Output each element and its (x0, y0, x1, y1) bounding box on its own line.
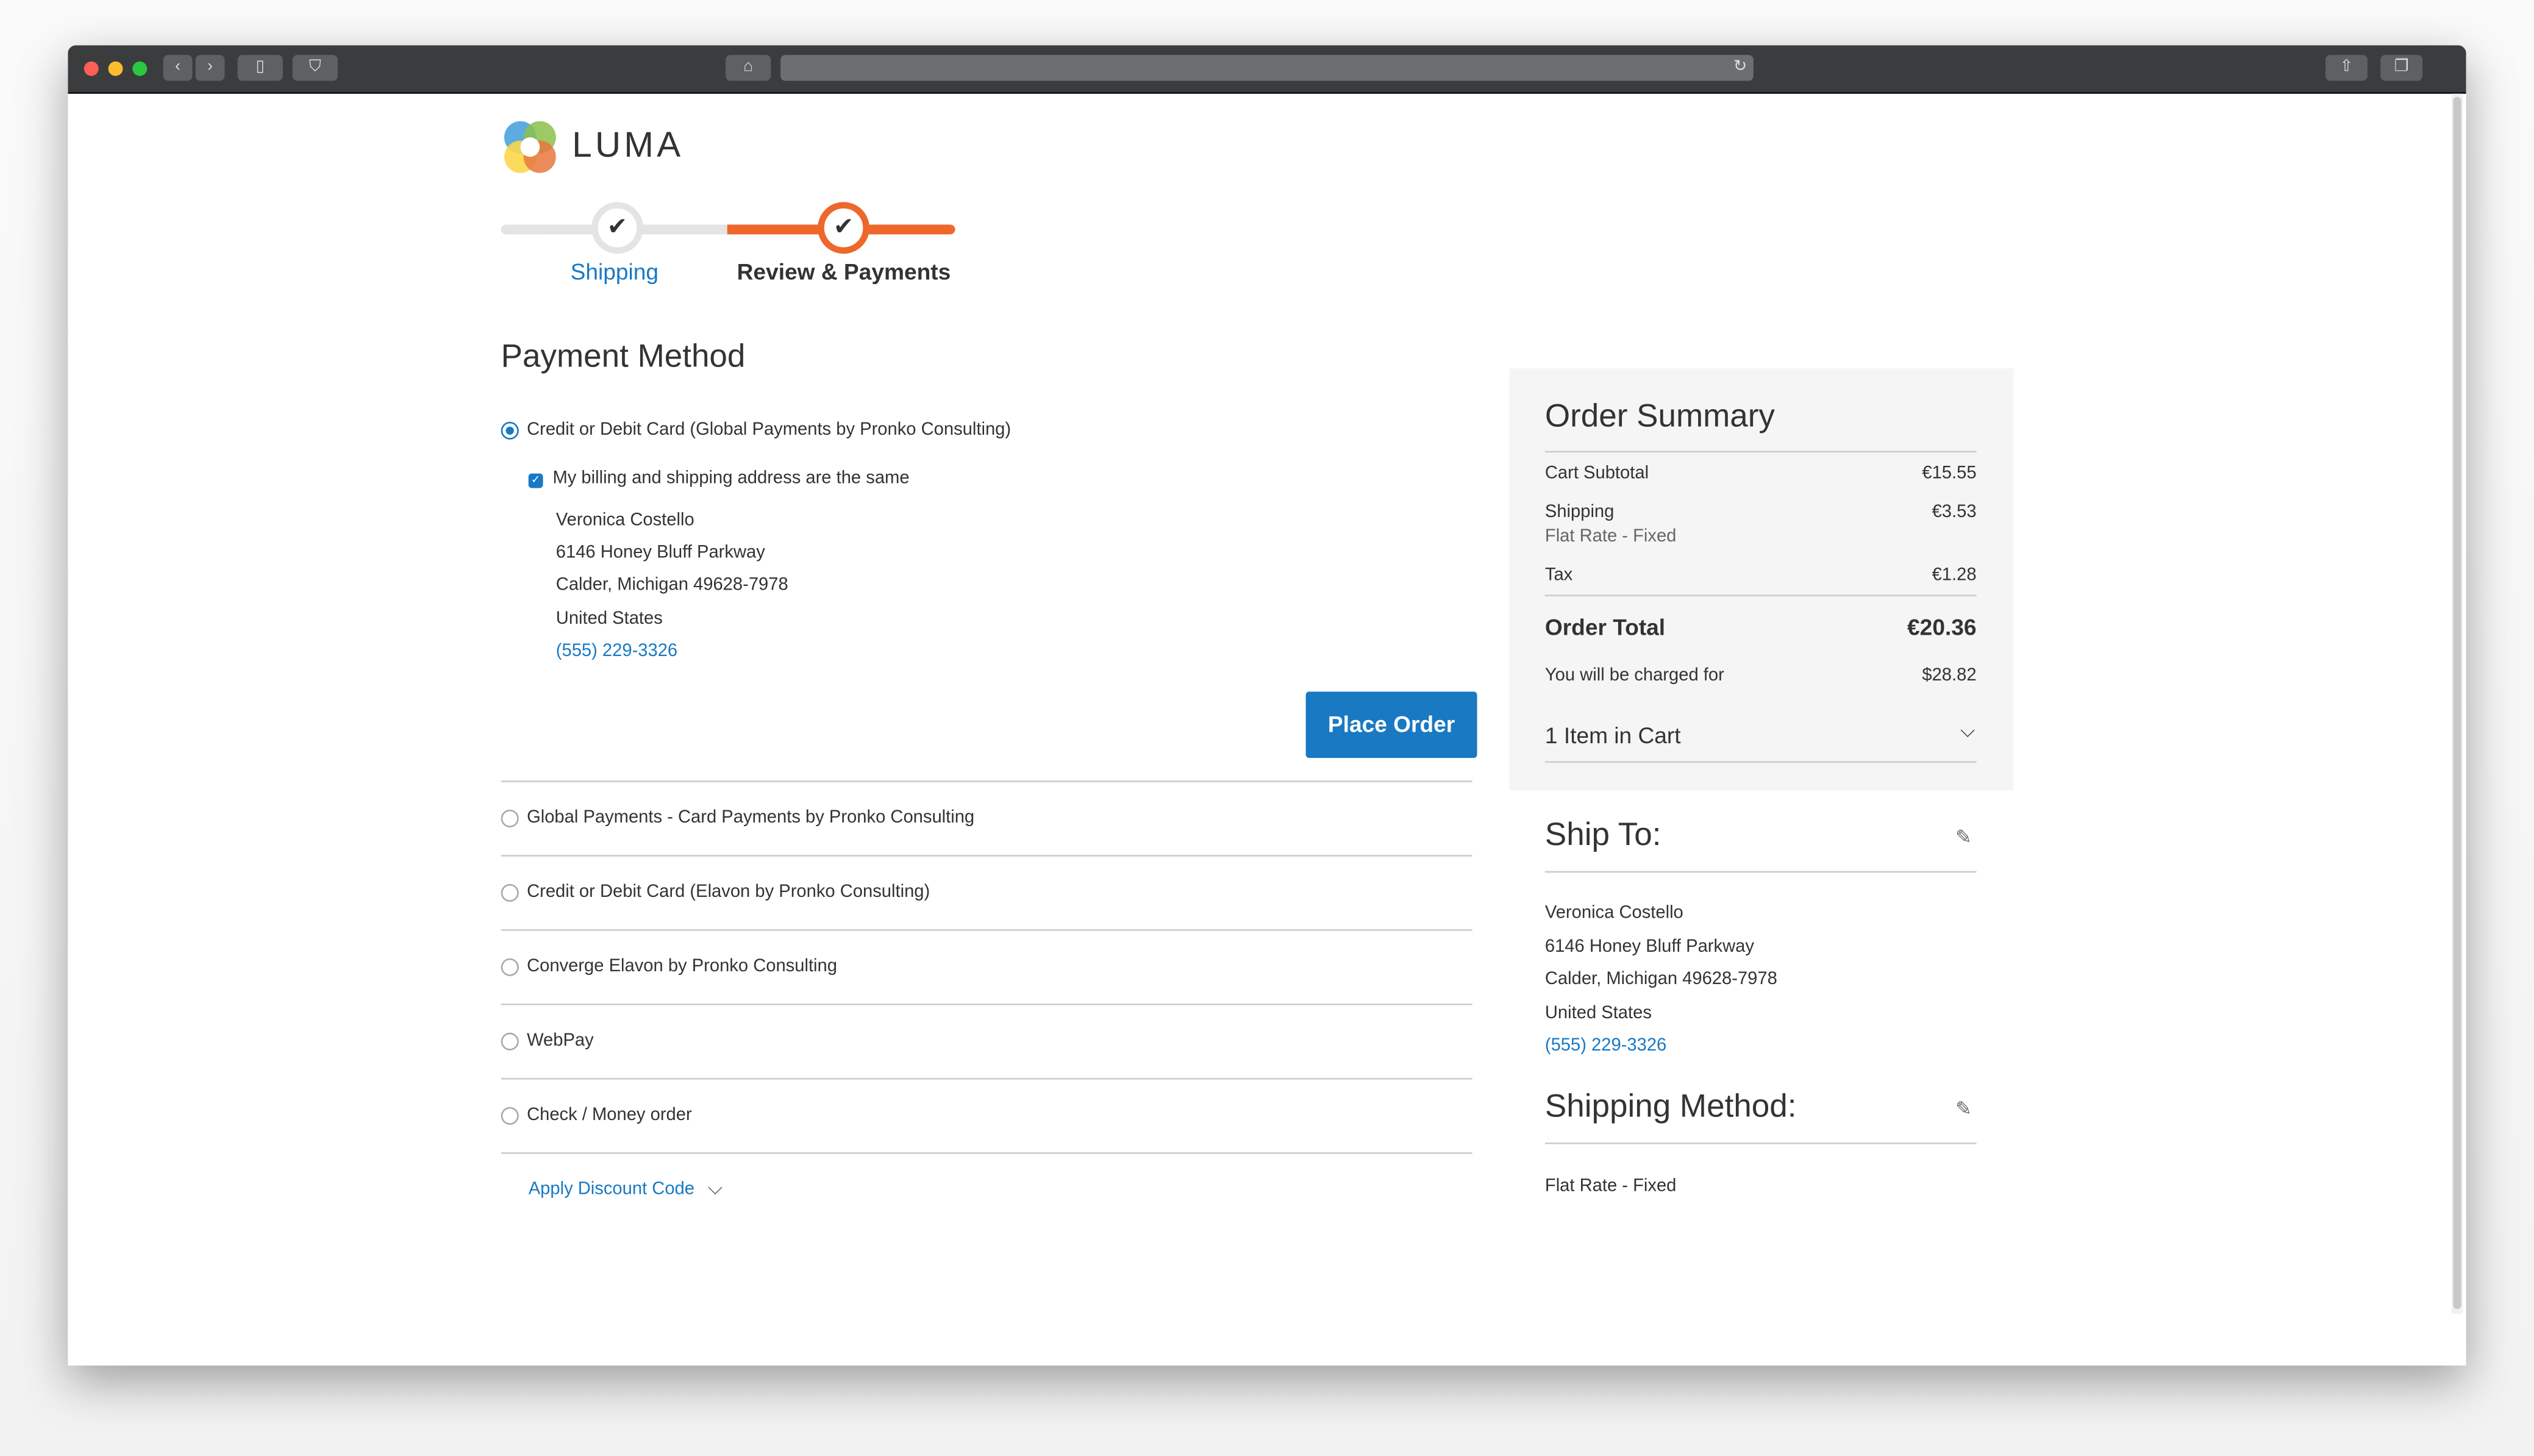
divider (1544, 1142, 1977, 1144)
payment-radio[interactable] (501, 1107, 519, 1125)
shield-icon: ⛉ (309, 58, 321, 76)
luma-logo-icon (504, 121, 556, 173)
forward-button[interactable]: › (195, 55, 225, 81)
home-button[interactable]: ⌂ (726, 55, 771, 81)
chevron-right-icon: › (207, 58, 213, 76)
scrollbar[interactable] (2451, 93, 2463, 1314)
ship-to-street: 6146 Honey Bluff Parkway (1544, 937, 1754, 957)
items-in-cart-toggle[interactable]: 1 Item in Cart (1544, 722, 1681, 749)
payment-radio-selected[interactable] (501, 421, 519, 440)
ship-to-name: Veronica Costello (1544, 903, 1683, 923)
payment-option-label[interactable]: Check / Money order (527, 1105, 692, 1125)
shipping-method-note: Flat Rate - Fixed (1544, 527, 1677, 546)
payment-option-label[interactable]: Converge Elavon by Pronko Consulting (527, 957, 838, 976)
place-order-button[interactable]: Place Order (1305, 691, 1477, 758)
payment-method-title: Payment Method (501, 339, 746, 375)
order-summary-title: Order Summary (1544, 399, 1775, 435)
billing-name: Veronica Costello (555, 510, 694, 530)
tax-label: Tax (1544, 565, 1573, 585)
tax-value: €1.28 (1932, 565, 1977, 585)
order-summary-panel (1509, 368, 2014, 791)
order-total-label: Order Total (1544, 614, 1666, 640)
ship-to-title: Ship To: (1544, 818, 1661, 854)
brand-name: LUMA (572, 124, 684, 165)
step-review-label: Review & Payments (737, 259, 951, 285)
browser-toolbar: ‹ › ▯ ⛉ ⌂ ↻ ⇧ ❐ (68, 45, 2466, 94)
maximize-window-button[interactable] (132, 61, 148, 76)
ship-to-phone-link[interactable]: (555) 229-3326 (1544, 1035, 1667, 1055)
close-window-button[interactable] (84, 61, 99, 76)
divider (1544, 761, 1977, 763)
charged-value: $28.82 (1922, 666, 1977, 685)
shipping-label: Shipping (1544, 502, 1615, 523)
step-review-check-icon: ✔ (818, 202, 869, 254)
payment-radio[interactable] (501, 809, 519, 828)
billing-phone-link[interactable]: (555) 229-3326 (555, 641, 678, 662)
ship-to-country: United States (1544, 1003, 1652, 1023)
step-shipping-link[interactable]: Shipping (570, 259, 659, 285)
chevron-down-icon[interactable]: ⌵ (1960, 719, 1975, 742)
subtotal-label: Cart Subtotal (1544, 463, 1649, 484)
divider (501, 1077, 1472, 1080)
sidebar-button[interactable]: ▯ (237, 55, 283, 81)
same-address-label[interactable]: My billing and shipping address are the … (552, 468, 910, 488)
step-shipping-check-icon: ✔ (591, 202, 643, 254)
subtotal-value: €15.55 (1922, 463, 1977, 484)
address-bar[interactable]: ↻ (780, 55, 1754, 81)
billing-city: Calder, Michigan 49628-7978 (555, 575, 788, 595)
tabs-button[interactable]: ❐ (2380, 55, 2423, 81)
home-icon: ⌂ (743, 58, 754, 76)
browser-window: ‹ › ▯ ⛉ ⌂ ↻ ⇧ ❐ LUMA ✔ ✔ Shipping Review… (68, 45, 2466, 1366)
charged-label: You will be charged for (1544, 666, 1724, 685)
divider (1544, 871, 1977, 873)
privacy-button[interactable]: ⛉ (292, 55, 338, 81)
chevron-left-icon: ‹ (175, 58, 180, 76)
payment-option-label[interactable]: Credit or Debit Card (Elavon by Pronko C… (527, 882, 930, 902)
payment-option-label[interactable]: WebPay (527, 1031, 594, 1051)
same-address-checkbox[interactable]: ✓ (528, 473, 543, 488)
back-button[interactable]: ‹ (163, 55, 193, 81)
chevron-down-icon[interactable]: ⌵ (707, 1176, 723, 1199)
divider (501, 929, 1472, 931)
billing-country: United States (555, 609, 663, 629)
share-icon: ⇧ (2339, 58, 2354, 76)
share-button[interactable]: ⇧ (2325, 55, 2368, 81)
edit-ship-to-pencil-icon[interactable]: ✎ (1955, 826, 1972, 849)
divider (501, 855, 1472, 857)
shipping-method-value: Flat Rate - Fixed (1544, 1176, 1677, 1196)
order-total-value: €20.36 (1907, 614, 1977, 640)
divider (1544, 594, 1977, 597)
payment-option-label[interactable]: Global Payments - Card Payments by Pronk… (527, 808, 975, 828)
apply-discount-link[interactable]: Apply Discount Code (528, 1179, 695, 1199)
shipping-method-title: Shipping Method: (1544, 1089, 1797, 1125)
payment-radio[interactable] (501, 1032, 519, 1051)
payment-option-label[interactable]: Credit or Debit Card (Global Payments by… (527, 420, 1012, 440)
billing-street: 6146 Honey Bluff Parkway (555, 543, 765, 563)
edit-shipping-method-pencil-icon[interactable]: ✎ (1955, 1097, 1972, 1120)
reload-icon[interactable]: ↻ (1733, 58, 1747, 76)
divider (501, 780, 1472, 782)
payment-radio[interactable] (501, 958, 519, 976)
divider (1544, 451, 1977, 453)
ship-to-city: Calder, Michigan 49628-7978 (1544, 969, 1777, 990)
scrollbar-thumb[interactable] (2453, 97, 2461, 1309)
sidebar-icon: ▯ (255, 58, 265, 76)
payment-radio[interactable] (501, 883, 519, 902)
minimize-window-button[interactable] (108, 61, 123, 76)
divider (501, 1152, 1472, 1154)
shipping-value: €3.53 (1932, 502, 1977, 523)
tabs-icon: ❐ (2394, 58, 2409, 76)
divider (501, 1003, 1472, 1005)
